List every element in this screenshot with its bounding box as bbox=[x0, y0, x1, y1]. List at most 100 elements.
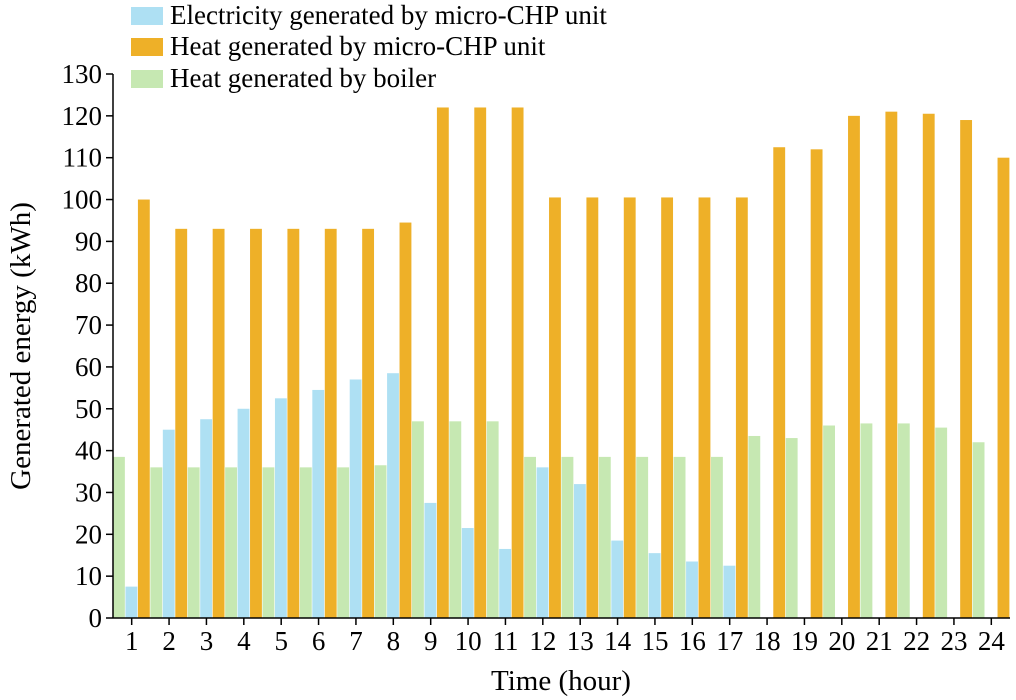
bar-electricity-generated-by-micro-chp-unit-15 bbox=[648, 553, 661, 618]
bar-heat-generated-by-micro-chp-unit-23 bbox=[960, 120, 973, 618]
x-tick-label: 15 bbox=[641, 626, 668, 656]
y-tick-label: 40 bbox=[75, 436, 102, 466]
x-tick-label: 5 bbox=[274, 626, 288, 656]
bar-electricity-generated-by-micro-chp-unit-11 bbox=[499, 548, 512, 618]
bar-heat-generated-by-micro-chp-unit-24 bbox=[997, 157, 1010, 618]
bar-heat-generated-by-boiler-17 bbox=[711, 456, 723, 618]
bar-heat-generated-by-boiler-19 bbox=[785, 438, 798, 618]
x-tick-label: 8 bbox=[387, 626, 401, 656]
legend-swatch-heat-generated-by-boiler bbox=[131, 70, 163, 88]
bar-heat-generated-by-micro-chp-unit-3 bbox=[212, 228, 225, 618]
bar-heat-generated-by-boiler-9 bbox=[412, 421, 424, 618]
y-tick-label: 100 bbox=[62, 185, 103, 215]
bar-heat-generated-by-micro-chp-unit-13 bbox=[586, 197, 599, 618]
x-tick-label: 4 bbox=[237, 626, 251, 656]
x-ticks: 1 2 3 4 5 6 7 8 9 10 11 12 13 14 15 16 17 18 19 20 21 22 23 24 bbox=[125, 618, 1005, 656]
x-tick-label: 17 bbox=[716, 626, 743, 656]
y-tick-label: 60 bbox=[75, 352, 102, 382]
x-tick-label: 9 bbox=[424, 626, 438, 656]
bar-electricity-generated-by-micro-chp-unit-6 bbox=[312, 389, 325, 618]
bar-heat-generated-by-micro-chp-unit-22 bbox=[922, 113, 935, 618]
bar-heat-generated-by-boiler-16 bbox=[673, 456, 686, 618]
bar-heat-generated-by-micro-chp-unit-5 bbox=[287, 228, 300, 618]
bar-electricity-generated-by-micro-chp-unit-17 bbox=[723, 565, 736, 618]
bar-heat-generated-by-micro-chp-unit-14 bbox=[623, 197, 636, 618]
x-tick-label: 20 bbox=[828, 626, 855, 656]
bar-electricity-generated-by-micro-chp-unit-4 bbox=[237, 408, 250, 618]
bar-heat-generated-by-boiler-23 bbox=[935, 427, 948, 618]
bar-electricity-generated-by-micro-chp-unit-1 bbox=[125, 586, 138, 618]
x-tick-label: 24 bbox=[978, 626, 1006, 656]
bar-heat-generated-by-micro-chp-unit-7 bbox=[362, 228, 375, 618]
x-tick-label: 23 bbox=[940, 626, 967, 656]
bar-heat-generated-by-micro-chp-unit-1 bbox=[137, 199, 150, 619]
bar-electricity-generated-by-micro-chp-unit-2 bbox=[162, 429, 175, 618]
bar-electricity-generated-by-micro-chp-unit-3 bbox=[200, 419, 213, 618]
bar-heat-generated-by-boiler-20 bbox=[823, 425, 835, 618]
bar-heat-generated-by-boiler-8 bbox=[374, 465, 387, 618]
bar-electricity-generated-by-micro-chp-unit-10 bbox=[461, 528, 474, 618]
x-tick-label: 14 bbox=[604, 626, 632, 656]
x-tick-label: 13 bbox=[567, 626, 594, 656]
y-tick-label: 70 bbox=[75, 310, 102, 340]
x-tick-label: 11 bbox=[492, 626, 518, 656]
x-tick-label: 1 bbox=[125, 626, 139, 656]
bars-layer bbox=[113, 107, 1010, 619]
legend-label-electricity-generated-by-micro-chp-unit: Electricity generated by micro-CHP unit bbox=[170, 0, 607, 30]
x-tick-label: 7 bbox=[349, 626, 363, 656]
bar-heat-generated-by-micro-chp-unit-18 bbox=[773, 147, 786, 619]
bar-heat-generated-by-micro-chp-unit-6 bbox=[324, 228, 337, 618]
y-tick-label: 120 bbox=[62, 101, 103, 131]
y-tick-label: 30 bbox=[75, 477, 102, 507]
bar-heat-generated-by-micro-chp-unit-2 bbox=[175, 228, 188, 618]
bar-electricity-generated-by-micro-chp-unit-9 bbox=[424, 502, 437, 618]
x-tick-label: 21 bbox=[866, 626, 893, 656]
bar-heat-generated-by-micro-chp-unit-4 bbox=[250, 228, 262, 618]
bar-heat-generated-by-boiler-12 bbox=[524, 456, 536, 618]
bar-heat-generated-by-micro-chp-unit-17 bbox=[735, 197, 748, 618]
bar-electricity-generated-by-micro-chp-unit-14 bbox=[611, 540, 624, 618]
y-tick-label: 0 bbox=[89, 603, 103, 633]
bar-electricity-generated-by-micro-chp-unit-12 bbox=[536, 467, 549, 618]
legend-label-heat-generated-by-boiler: Heat generated by boiler bbox=[170, 63, 436, 93]
x-axis-title: Time (hour) bbox=[491, 665, 631, 697]
y-tick-label: 20 bbox=[75, 519, 102, 549]
legend: Electricity generated by micro-CHP unitH… bbox=[131, 0, 607, 93]
bar-heat-generated-by-micro-chp-unit-21 bbox=[885, 111, 898, 618]
x-tick-label: 12 bbox=[529, 626, 556, 656]
bar-heat-generated-by-boiler-4 bbox=[225, 467, 237, 618]
y-tick-label: 10 bbox=[75, 561, 102, 591]
bar-heat-generated-by-micro-chp-unit-8 bbox=[399, 222, 412, 619]
legend-label-heat-generated-by-micro-chp-unit: Heat generated by micro-CHP unit bbox=[170, 31, 546, 61]
x-tick-label: 6 bbox=[312, 626, 326, 656]
y-tick-label: 130 bbox=[62, 59, 103, 89]
bar-heat-generated-by-micro-chp-unit-11 bbox=[511, 107, 524, 618]
bar-heat-generated-by-boiler-14 bbox=[598, 456, 611, 618]
bar-heat-generated-by-micro-chp-unit-15 bbox=[661, 197, 674, 618]
bar-heat-generated-by-boiler-21 bbox=[860, 423, 873, 618]
x-tick-label: 19 bbox=[791, 626, 818, 656]
x-tick-label: 16 bbox=[679, 626, 706, 656]
bar-heat-generated-by-micro-chp-unit-12 bbox=[549, 197, 561, 618]
bar-heat-generated-by-boiler-15 bbox=[636, 456, 649, 618]
bar-heat-generated-by-boiler-7 bbox=[337, 467, 350, 618]
y-ticks: 0 10 20 30 40 50 60 70 80 90 100 110 120 130 bbox=[62, 59, 113, 633]
x-tick-label: 3 bbox=[200, 626, 214, 656]
bar-heat-generated-by-micro-chp-unit-16 bbox=[698, 197, 711, 618]
legend-swatch-heat-generated-by-micro-chp-unit bbox=[131, 38, 163, 56]
bar-electricity-generated-by-micro-chp-unit-5 bbox=[274, 398, 287, 618]
y-tick-label: 50 bbox=[75, 394, 102, 424]
bar-heat-generated-by-boiler-6 bbox=[299, 467, 312, 618]
bar-electricity-generated-by-micro-chp-unit-8 bbox=[387, 373, 399, 618]
bar-heat-generated-by-boiler-10 bbox=[449, 421, 462, 618]
y-axis-title: Generated energy (kWh) bbox=[5, 202, 37, 490]
bar-heat-generated-by-boiler-24 bbox=[972, 442, 985, 618]
bar-heat-generated-by-boiler-2 bbox=[150, 467, 163, 618]
y-tick-label: 80 bbox=[75, 268, 102, 298]
axes-layer bbox=[112, 74, 1010, 619]
y-tick-label: 90 bbox=[75, 226, 102, 256]
x-tick-label: 22 bbox=[903, 626, 930, 656]
bar-electricity-generated-by-micro-chp-unit-16 bbox=[686, 561, 698, 618]
bar-heat-generated-by-micro-chp-unit-10 bbox=[474, 107, 487, 618]
